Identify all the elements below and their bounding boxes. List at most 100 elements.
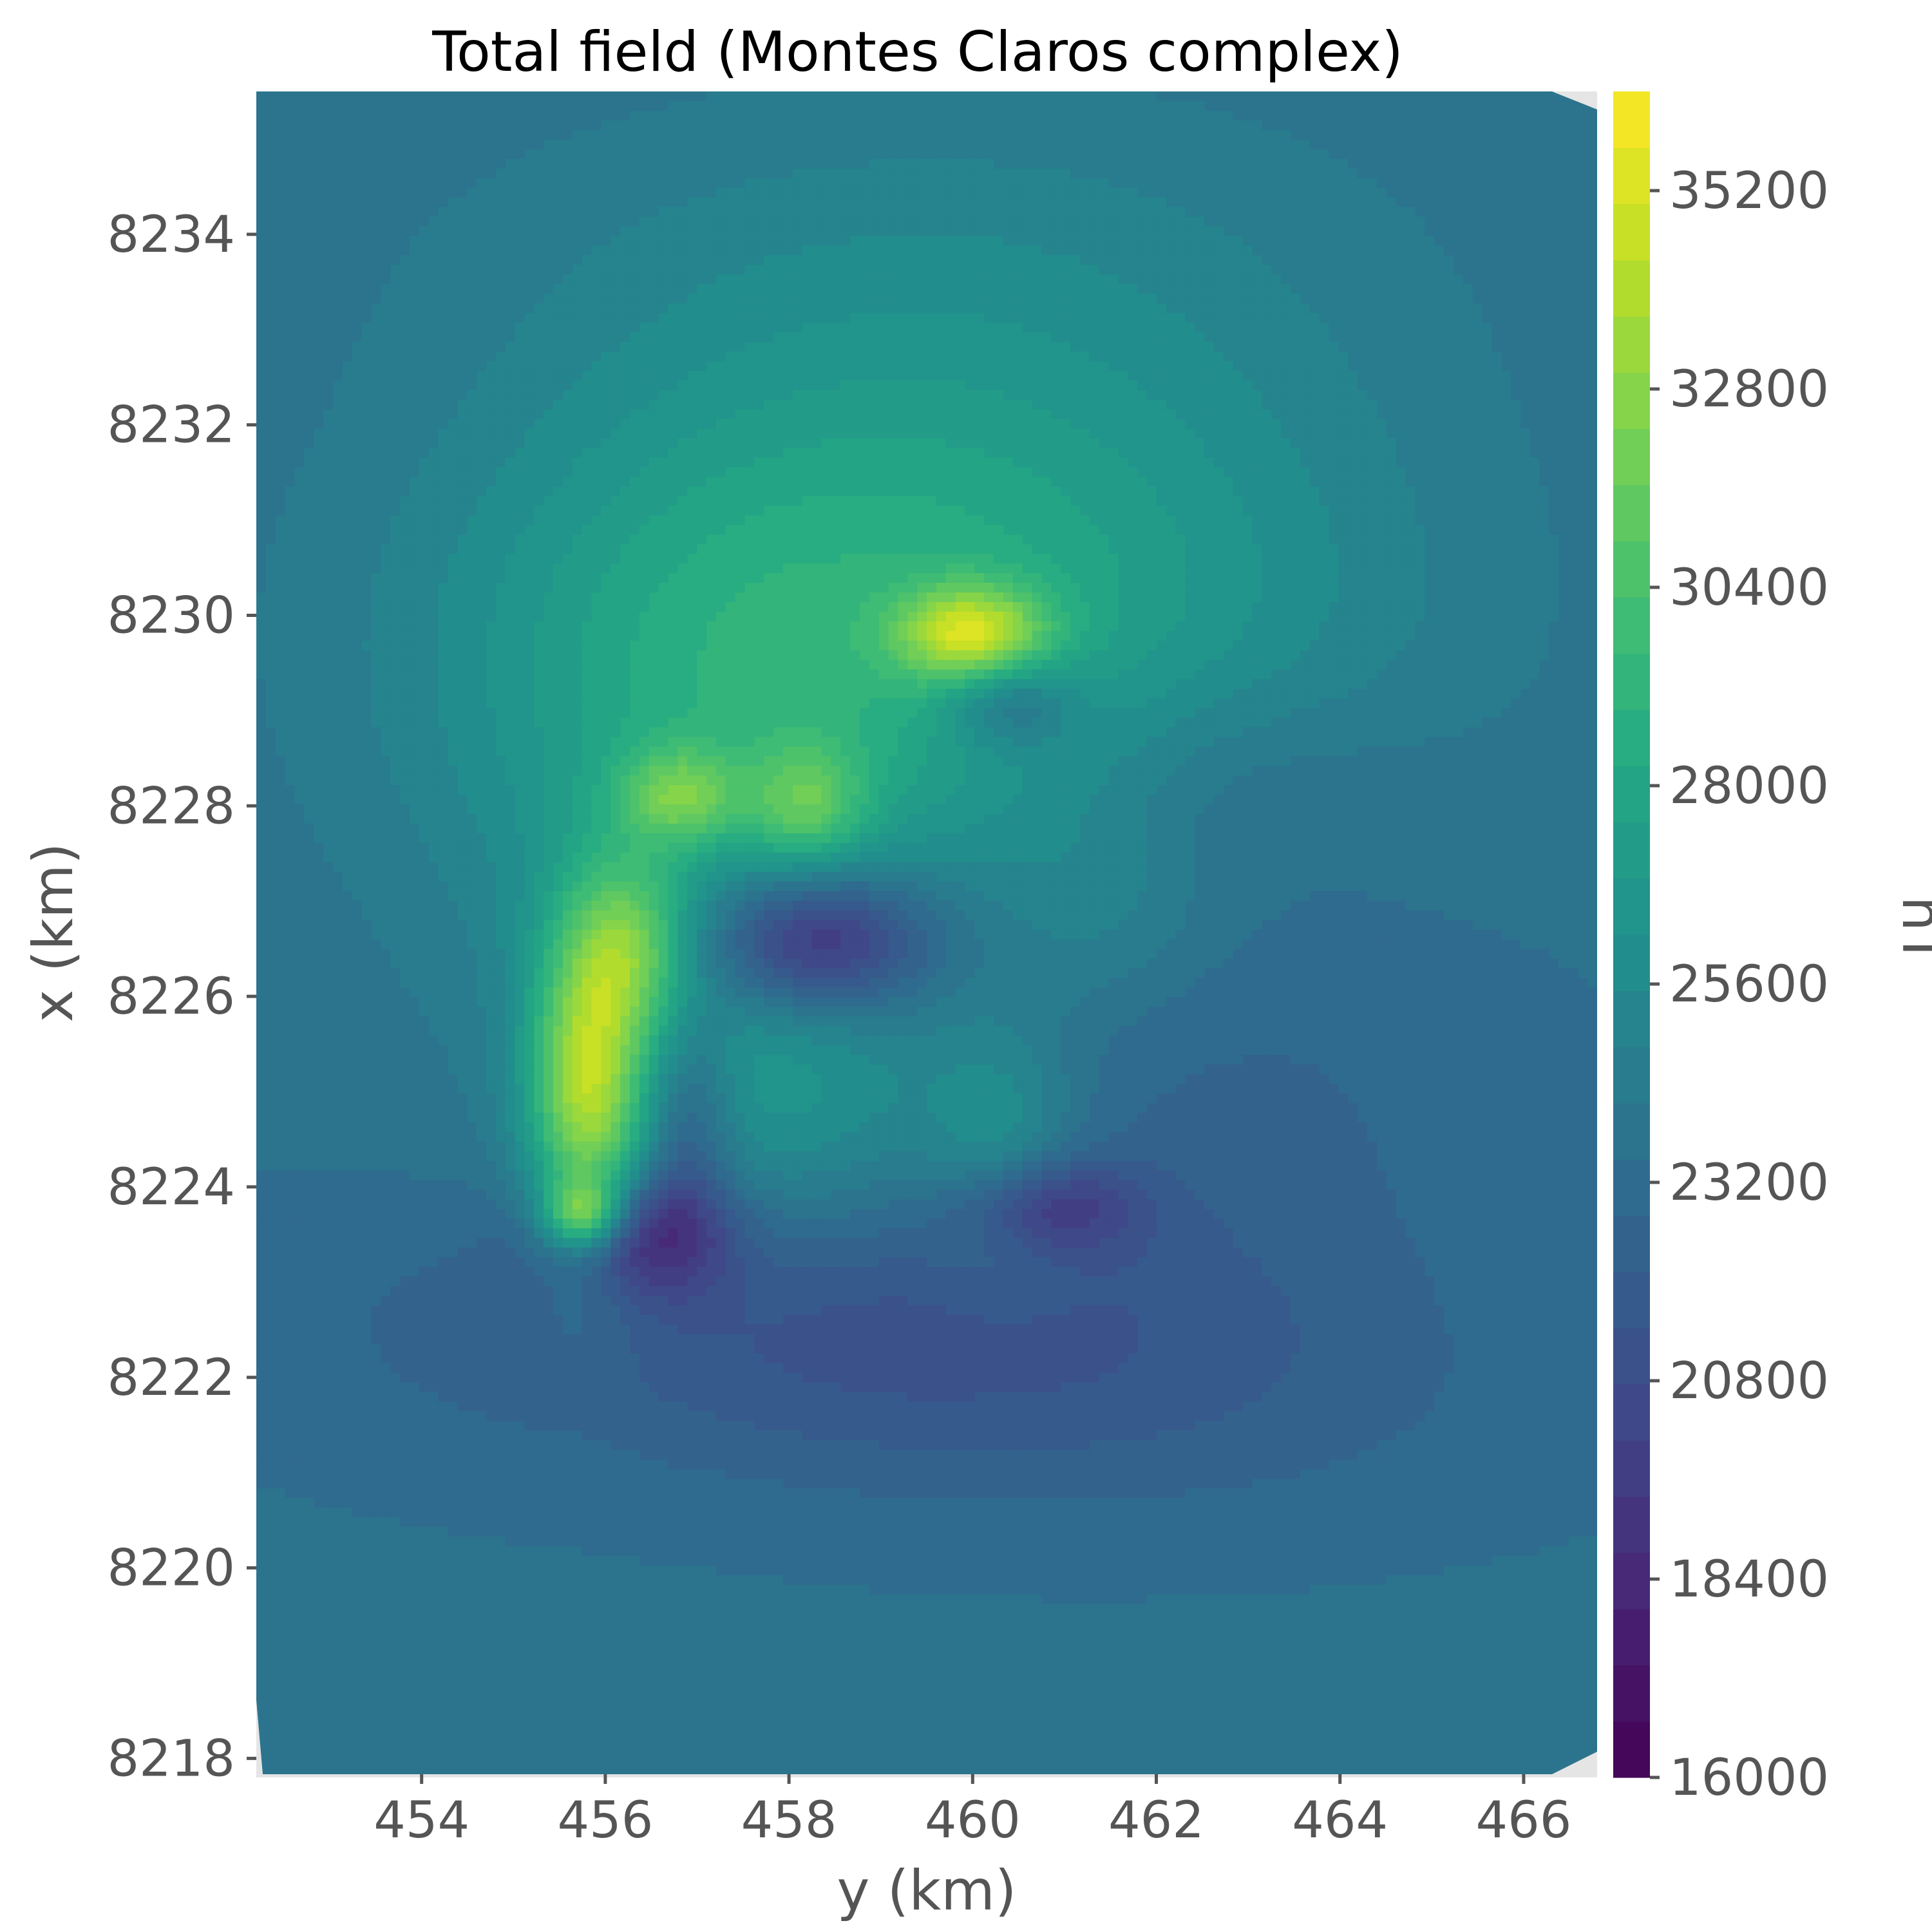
contour-cell	[1396, 371, 1406, 381]
contour-cell	[1214, 101, 1224, 111]
contour-cell	[553, 410, 564, 420]
contour-cell	[563, 140, 573, 150]
contour-cell	[744, 381, 755, 391]
contour-cell	[821, 361, 831, 372]
contour-cell	[907, 284, 918, 294]
contour-cell	[831, 390, 841, 401]
contour-cell	[419, 140, 430, 150]
contour-cell	[1511, 91, 1521, 102]
contour-cell	[677, 236, 688, 246]
contour-cell	[496, 352, 506, 362]
contour-cell	[256, 332, 267, 343]
contour-cell	[869, 216, 880, 227]
contour-cell	[410, 371, 420, 381]
contour-cell	[486, 101, 497, 111]
contour-cell	[592, 245, 602, 256]
contour-cell	[582, 313, 592, 323]
contour-cell	[850, 149, 860, 160]
contour-cell	[1348, 236, 1358, 246]
contour-cell	[314, 236, 324, 246]
contour-cell	[956, 120, 966, 131]
contour-cell	[1157, 361, 1167, 372]
contour-cell	[965, 130, 975, 140]
contour-cell	[927, 91, 937, 102]
contour-cell	[639, 216, 650, 227]
contour-cell	[639, 120, 650, 131]
contour-cell	[994, 313, 1004, 323]
contour-cell	[1118, 419, 1128, 430]
contour-cell	[965, 188, 975, 198]
contour-cell	[965, 419, 975, 430]
contour-cell	[1003, 313, 1014, 323]
contour-cell	[1099, 361, 1110, 372]
contour-cell	[1262, 178, 1273, 189]
contour-cell	[419, 294, 430, 304]
contour-cell	[965, 323, 975, 333]
contour-cell	[735, 236, 746, 246]
contour-cell	[898, 101, 908, 111]
contour-cell	[371, 245, 381, 256]
contour-cell	[601, 419, 611, 430]
contour-cell	[304, 410, 314, 420]
contour-cell	[457, 255, 468, 265]
contour-cell	[457, 226, 468, 236]
contour-cell	[860, 101, 870, 111]
contour-cell	[1367, 207, 1378, 218]
contour-cell	[869, 159, 880, 169]
contour-cell	[381, 101, 391, 111]
contour-cell	[889, 419, 899, 430]
contour-cell	[630, 265, 640, 275]
contour-cell	[1578, 130, 1588, 140]
contour-cell	[726, 284, 736, 294]
contour-cell	[907, 361, 918, 372]
contour-cell	[266, 120, 276, 131]
contour-cell	[1310, 91, 1320, 102]
contour-cell	[1329, 342, 1340, 352]
contour-cell	[1501, 419, 1511, 430]
contour-cell	[744, 159, 755, 169]
contour-cell	[677, 198, 688, 208]
contour-cell	[1454, 274, 1464, 285]
contour-cell	[879, 429, 889, 439]
contour-cell	[1233, 178, 1244, 189]
contour-cell	[793, 111, 803, 121]
contour-cell	[1291, 236, 1301, 246]
contour-cell	[1090, 313, 1100, 323]
contour-cell	[1271, 361, 1282, 372]
contour-cell	[1300, 178, 1311, 189]
contour-cell	[506, 419, 516, 430]
contour-cell	[1530, 169, 1540, 179]
contour-cell	[362, 323, 372, 333]
contour-cell	[1511, 169, 1521, 179]
contour-cell	[1166, 111, 1177, 121]
contour-cell	[266, 245, 276, 256]
contour-cell	[352, 130, 363, 140]
contour-cell	[553, 400, 564, 410]
contour-cell	[726, 323, 736, 333]
contour-cell	[783, 130, 793, 140]
contour-cell	[1128, 111, 1138, 121]
contour-cell	[754, 294, 764, 304]
contour-cell	[1166, 419, 1177, 430]
contour-cell	[994, 226, 1004, 236]
contour-cell	[1137, 198, 1148, 208]
contour-cell	[467, 140, 477, 150]
contour-cell	[1434, 216, 1444, 227]
contour-cell	[1492, 361, 1502, 372]
contour-cell	[812, 323, 822, 333]
contour-cell	[276, 361, 286, 372]
contour-cell	[1444, 198, 1454, 208]
contour-cell	[840, 101, 851, 111]
contour-cell	[333, 303, 343, 314]
contour-cell	[1214, 255, 1224, 265]
contour-cell	[553, 169, 564, 179]
contour-cell	[668, 274, 678, 285]
contour-cell	[687, 255, 697, 265]
contour-cell	[486, 294, 497, 304]
contour-cell	[754, 410, 764, 420]
contour-cell	[582, 198, 592, 208]
contour-cell	[1320, 352, 1330, 362]
contour-cell	[266, 198, 276, 208]
contour-cell	[706, 265, 717, 275]
contour-cell	[1224, 381, 1234, 391]
